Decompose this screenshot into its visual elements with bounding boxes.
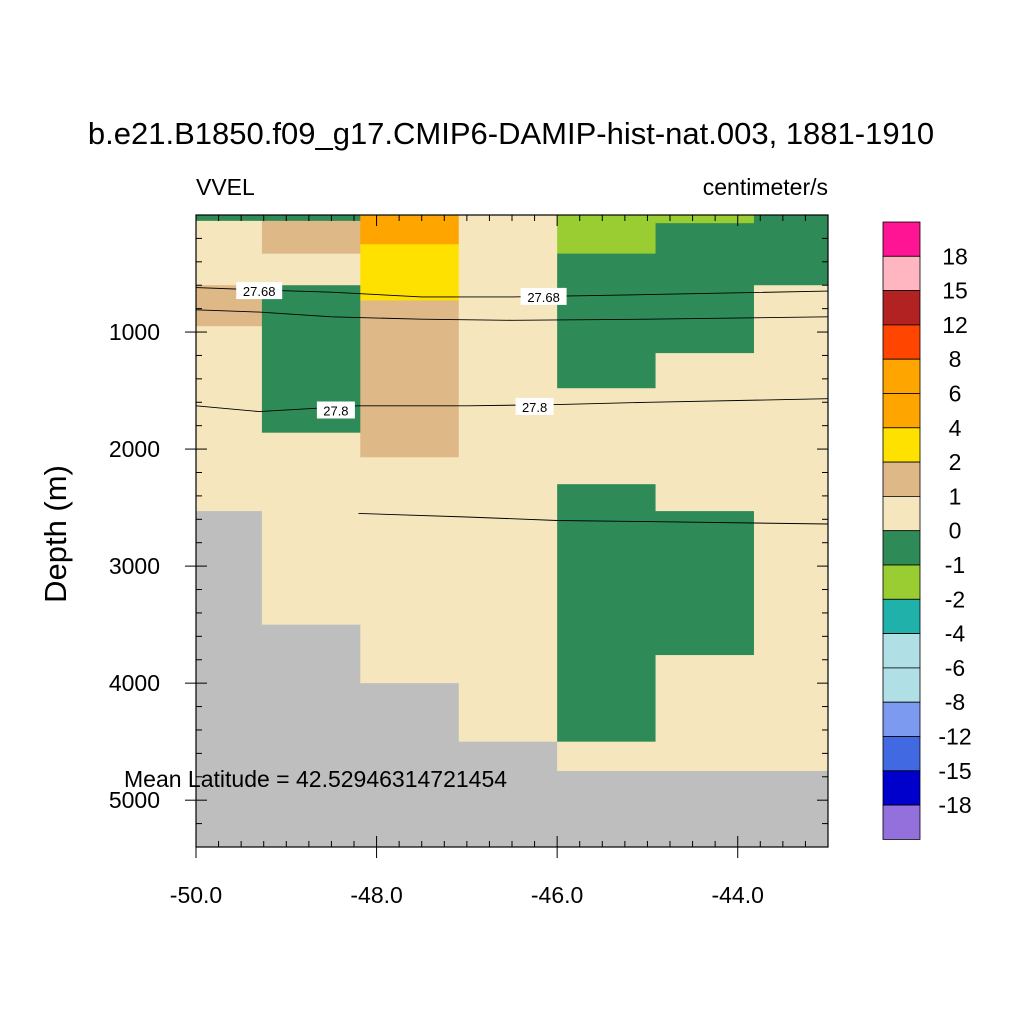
colorbar-label: 8 (949, 346, 962, 372)
mean-latitude-annotation: Mean Latitude = 42.52946314721454 (124, 766, 507, 792)
colorbar-swatch (882, 736, 921, 772)
colorbar-label: -1 (945, 552, 965, 578)
contour-labels: 27.68 27.68 27.8 27.8 (236, 282, 567, 419)
velocity-cell (753, 285, 829, 772)
x-axis-tick-labels: -50.0 -48.0 -46.0 -44.0 (170, 882, 764, 908)
colorbar-swatch (882, 770, 921, 806)
colorbar-swatch (882, 358, 921, 394)
velocity-cell (261, 215, 361, 222)
y-tick-label: 1000 (109, 319, 160, 345)
y-tick-label: 4000 (109, 670, 160, 696)
velocity-cell (196, 220, 263, 286)
velocity-cell (557, 741, 657, 772)
y-tick-label: 5000 (109, 787, 160, 813)
colorbar-label: 6 (949, 381, 962, 407)
y-tick-label: 2000 (109, 436, 160, 462)
contour-label: 27.68 (527, 290, 560, 305)
land-mask-cell (196, 511, 263, 848)
colorbar-label: 0 (949, 518, 962, 544)
velocity-cell (655, 655, 755, 772)
colorbar-label: -6 (945, 655, 965, 681)
colorbar-swatch (882, 530, 921, 566)
velocity-cell (360, 244, 460, 301)
colorbar-swatch (882, 393, 921, 429)
contour-label: 27.8 (522, 400, 547, 415)
x-tick-label: -48.0 (350, 882, 402, 908)
chart-title: b.e21.B1850.f09_g17.CMIP6-DAMIP-hist-nat… (88, 116, 934, 151)
y-tick-label: 3000 (109, 553, 160, 579)
colorbar-swatch (882, 290, 921, 326)
velocity-cell (655, 215, 755, 224)
colorbar-label: 18 (942, 243, 968, 269)
colorbar-label: 1 (949, 483, 962, 509)
velocity-cell (261, 253, 361, 286)
colorbar-label: 12 (942, 312, 968, 338)
colorbar-label: -18 (938, 792, 971, 818)
velocity-cell (261, 220, 361, 255)
colorbar-label: -12 (938, 724, 971, 750)
density-contour-line (358, 512, 829, 525)
colorbar-label: -15 (938, 758, 971, 784)
units-label: centimeter/s (703, 174, 828, 200)
velocity-cell (557, 215, 657, 255)
axis-ticks (185, 215, 829, 858)
land-mask-cell (557, 770, 657, 848)
velocity-cell (655, 511, 755, 656)
x-tick-label: -46.0 (531, 882, 583, 908)
land-mask-cell (753, 770, 829, 848)
colorbar-swatch (882, 495, 921, 532)
land-mask-cell (360, 683, 460, 848)
contour-label: 27.8 (323, 404, 348, 419)
land-mask-cell (655, 770, 755, 848)
velocity-cell (655, 353, 755, 512)
velocity-cell (557, 484, 657, 743)
colorbar-label: -8 (945, 689, 965, 715)
x-tick-label: -44.0 (711, 882, 763, 908)
velocity-cell (557, 253, 657, 389)
velocity-cell (196, 326, 263, 512)
contour-label-box (316, 401, 355, 419)
contour-label: 27.68 (243, 284, 276, 299)
x-tick-label: -50.0 (170, 882, 222, 908)
colorbar-label: 4 (949, 415, 962, 441)
colorbar-swatch (882, 461, 921, 497)
land-mask-cell (458, 741, 558, 848)
colorbar-swatch (882, 633, 921, 669)
velocity-cell (196, 215, 263, 222)
y-axis-tick-labels: 1000 2000 3000 4000 5000 (109, 319, 160, 813)
colorbar: 18 15 12 8 6 4 2 1 0 -1 -2 -4 -6 -8 -12 -15 -18 (882, 221, 972, 840)
colorbar-label: -2 (945, 586, 965, 612)
contour-label-box (236, 282, 283, 300)
colorbar-label: 2 (949, 449, 962, 475)
colorbar-label: -4 (945, 621, 966, 647)
y-axis-title: Depth (m) (38, 465, 73, 603)
colorbar-swatch (882, 564, 921, 600)
colorbar-swatch (882, 701, 921, 737)
density-contour-line (195, 309, 829, 321)
variable-label: VVEL (196, 174, 255, 200)
colorbar-swatch (882, 221, 921, 257)
colorbar-label: 15 (942, 278, 968, 304)
colorbar-swatch (882, 324, 921, 360)
land-mask-cell (261, 624, 361, 848)
colorbar-swatch (882, 804, 921, 840)
velocity-cell (360, 300, 460, 458)
velocity-cell (655, 223, 755, 354)
velocity-cell (753, 215, 829, 286)
colorbar-swatch (882, 667, 921, 703)
contour-label-box (515, 397, 554, 415)
density-contour-line (195, 398, 829, 413)
velocity-cell (261, 432, 361, 626)
colorbar-swatch (882, 598, 921, 634)
contour-label-box (520, 287, 567, 305)
velocity-cell (360, 457, 460, 684)
section-cells (196, 215, 829, 848)
colorbar-swatch (882, 255, 921, 291)
colorbar-swatch (882, 427, 921, 463)
